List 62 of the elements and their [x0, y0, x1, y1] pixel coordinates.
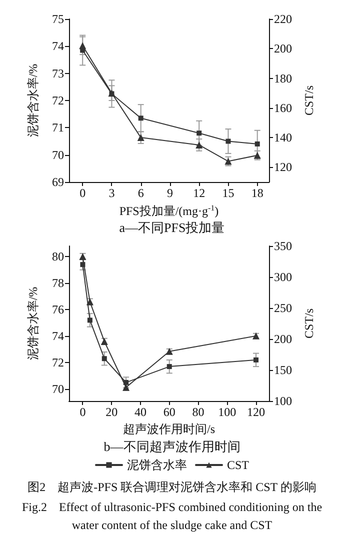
x-tick-label: 80: [192, 405, 204, 419]
y2-axis-title: CST/s: [302, 85, 316, 116]
point: [254, 141, 260, 146]
y2-tick-label: 180: [274, 71, 292, 86]
y2-axis-title: CST/s: [302, 308, 316, 339]
y2-tick-label: 200: [274, 42, 292, 56]
y-axis-title: 泥饼含水率/%: [26, 64, 40, 138]
point: [226, 138, 231, 144]
point: [137, 134, 144, 142]
text: a—不同PFS投加量: [119, 220, 225, 235]
y-tick-label: 70: [52, 382, 64, 396]
x-tick-label: 120: [247, 405, 266, 419]
x-tick-label: 6: [138, 186, 144, 200]
y-axis-title: 泥饼含水率/%: [26, 286, 40, 360]
y-tick-label: 80: [52, 250, 64, 264]
y2-tick-label: 120: [274, 160, 292, 174]
y-tick-label: 75: [52, 12, 64, 26]
point: [166, 364, 172, 370]
caption: 图2 超声波-PFS 联合调理对泥饼含水率和 CST 的影响: [26, 479, 318, 496]
y2-tick-label: 220: [274, 12, 292, 26]
point: [196, 130, 202, 136]
x-tick-label: 18: [251, 186, 264, 200]
y2-tick-label: 350: [274, 239, 292, 253]
x-tick-label: 3: [108, 186, 115, 200]
y-tick-label: 72: [52, 356, 64, 370]
x-tick-label: 15: [222, 186, 234, 200]
y-tick-label: 72: [52, 94, 64, 108]
y2-tick-label: 100: [274, 394, 292, 408]
x-tick-label: 60: [163, 405, 176, 419]
y-tick-label: 71: [52, 120, 64, 135]
y2-tick-label: 150: [274, 363, 292, 377]
legend-label: CST: [226, 458, 250, 472]
x-tick-label: 9: [166, 186, 173, 200]
x-tick-label: 0: [80, 405, 86, 419]
caption: Fig.2 Effect of ultrasonic-PFS combined conditioning on the water content of the sludge cake and CST: [20, 499, 324, 534]
point: [124, 380, 129, 385]
y-tick-label: 70: [52, 148, 64, 162]
point: [138, 116, 144, 121]
point: [254, 357, 259, 362]
legend-label: 泥饼含水率: [126, 458, 187, 472]
x-tick-label: 12: [193, 186, 206, 200]
y2-tick-label: 140: [274, 130, 292, 145]
y-tick-label: 76: [52, 302, 64, 317]
y-tick-label: 78: [52, 276, 64, 290]
x-axis-title: 超声波作用时间/s: [122, 422, 216, 436]
y-tick-label: 74: [52, 329, 64, 344]
text: b—不同超声波作用时间: [104, 439, 240, 454]
y2-tick-label: 300: [274, 270, 292, 284]
y2-tick-label: 160: [274, 100, 292, 115]
y-tick-label: 69: [52, 175, 64, 189]
y-tick-label: 74: [52, 39, 64, 54]
x-tick-label: 0: [80, 186, 86, 200]
point: [87, 318, 92, 323]
point: [102, 356, 107, 362]
x-tick-label: 20: [106, 405, 118, 419]
y2-tick-label: 250: [274, 301, 292, 315]
x-tick-label: 40: [134, 405, 146, 419]
point: [79, 42, 86, 50]
y-tick-label: 73: [52, 66, 64, 80]
point: [80, 262, 86, 268]
x-tick-label: 100: [218, 405, 236, 419]
y2-tick-label: 200: [274, 332, 292, 346]
